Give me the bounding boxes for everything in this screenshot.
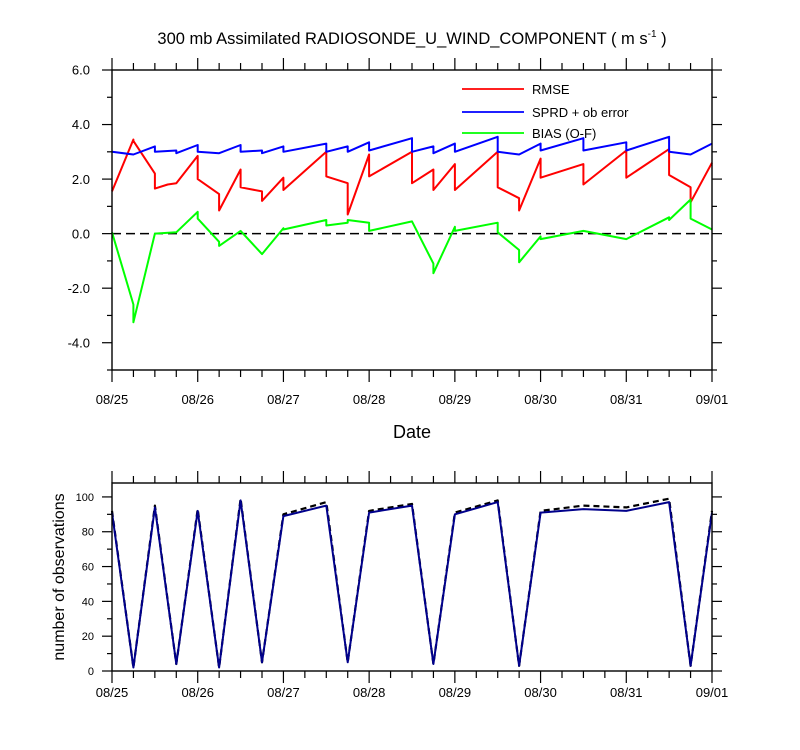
bottom-x-tick-label: 08/30 (524, 685, 557, 700)
top-y-tick-label: 0.0 (72, 226, 90, 241)
bottom-plot-frame (111, 482, 713, 672)
top-y-tick-label: -4.0 (68, 335, 90, 350)
bottom-x-tick-label: 08/31 (610, 685, 643, 700)
bottom-y-tick-label: 0 (88, 666, 94, 678)
bottom-x-tick-label: 08/27 (267, 685, 300, 700)
bottom-y-tick-label: 40 (82, 596, 94, 608)
legend: RMSE SPRD + ob error BIAS (O-F) (462, 82, 629, 141)
title-superscript: -1 (648, 29, 657, 40)
bottom-y-tick-label: 100 (76, 492, 94, 504)
top-y-tick-label: 2.0 (72, 172, 90, 187)
top-y-tick-label: 4.0 (72, 117, 90, 132)
legend-rmse-label: RMSE (532, 82, 570, 97)
top-series-bias-o-f (111, 198, 713, 324)
x-axis-label: Date (393, 422, 431, 442)
title-close: ) (657, 30, 667, 48)
bottom-x-tick-label: 09/01 (696, 685, 729, 700)
top-x-tick-label: 08/30 (524, 392, 557, 407)
bottom-x-tick-label: 08/26 (181, 685, 214, 700)
top-x-tick-label: 08/27 (267, 392, 300, 407)
top-plot-frame (111, 69, 713, 371)
bottom-y-tick-label: 80 (82, 527, 94, 539)
top-x-tick-label: 08/29 (439, 392, 472, 407)
bottom-y-tick-label: 20 (82, 631, 94, 643)
top-x-tick-label: 08/25 (96, 392, 129, 407)
top-y-tick-label: 6.0 (72, 63, 90, 78)
y-axis-label-observations: number of observations (51, 493, 68, 660)
top-series-group (111, 135, 713, 324)
top-x-tick-label: 08/28 (353, 392, 386, 407)
bottom-x-tick-label: 08/28 (353, 685, 386, 700)
top-y-tick-label: -2.0 (68, 281, 90, 296)
top-panel: 300 mb Assimilated RADIOSONDE_U_WIND_COM… (68, 29, 729, 442)
top-x-tick-label: 08/26 (181, 392, 214, 407)
bottom-panel: 08/25 08/26 08/27 08/28 08/29 08/30 08/31 09/01… (51, 471, 728, 700)
bottom-series-possible (110, 497, 714, 669)
top-series-sprd-ob-error (111, 135, 713, 156)
legend-sprd-label: SPRD + ob error (532, 105, 629, 120)
chart-title: 300 mb Assimilated RADIOSONDE_U_WIND_COM… (157, 29, 666, 48)
bottom-y-tick-label: 60 (82, 562, 94, 574)
bottom-ticks-group: 08/25 08/26 08/27 08/28 08/29 08/30 08/31 09/01… (76, 471, 729, 700)
top-x-tick-label: 09/01 (696, 392, 729, 407)
bottom-x-tick-label: 08/29 (439, 685, 472, 700)
bottom-series-used (111, 499, 713, 669)
top-series-rmse (111, 138, 713, 216)
top-ticks-group: 08/25 08/26 08/27 08/28 08/29 08/30 08/31 09/01… (68, 58, 729, 407)
legend-bias-label: BIAS (O-F) (532, 126, 596, 141)
top-x-tick-label: 08/31 (610, 392, 643, 407)
bottom-x-tick-label: 08/25 (96, 685, 129, 700)
bottom-series-group (110, 497, 714, 669)
